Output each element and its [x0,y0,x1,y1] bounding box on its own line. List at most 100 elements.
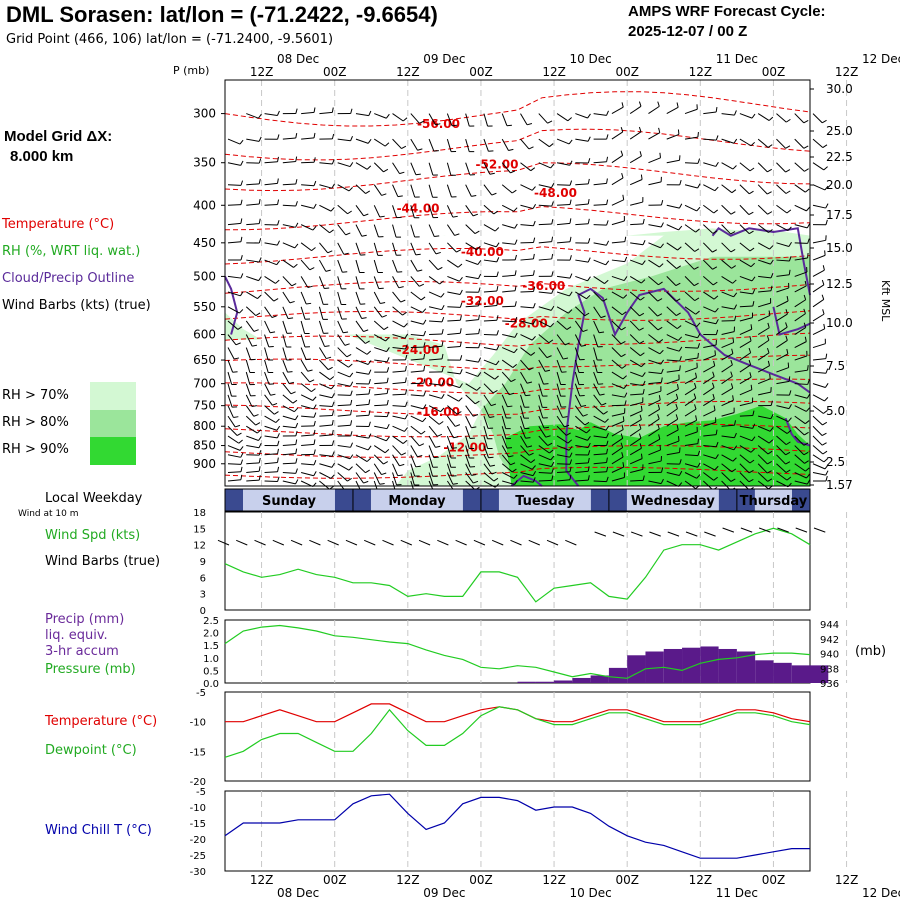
wind-barb-flag [386,399,389,406]
wind-barb [575,415,586,426]
wind-barb [776,326,788,335]
wind-barb [373,138,386,147]
wind-barb-flag [514,332,518,338]
wind-barb [520,258,534,261]
wind-barb-flag [348,466,353,471]
wind-barb [245,371,251,385]
wind-barb [556,383,562,397]
wind-barb [301,463,315,466]
wind-barb-flag [587,113,591,119]
wind-barb-flag [803,119,809,124]
wind-barb [776,340,788,348]
wind-barb-flag [658,281,663,286]
wind-barb [282,359,289,373]
wind-barb [428,394,442,399]
wind-barb-flag [295,133,298,139]
wind-barb-flag [404,344,408,350]
wind-barb [410,138,418,151]
wind-barb-flag [533,237,536,243]
wind-barb [629,428,642,437]
wind-barb-flag [749,459,755,464]
wind-barb [776,445,786,456]
wind-barb-flag [551,201,554,207]
surface-wind-barb [455,539,467,546]
wind-barb [703,365,715,373]
wind-barb [630,371,643,378]
wind-barb [465,445,470,459]
wind-barb [593,242,607,246]
wind-barb [373,320,385,330]
wind-barb-flag [350,108,353,114]
wind-barb [319,184,333,189]
wind-barb-flag [255,422,261,426]
wind-barb [685,454,699,457]
wind-barb-flag [344,343,350,346]
wind-barb-flag [307,369,313,372]
wind-barb-flag [733,445,738,451]
wind-barb [721,445,735,451]
wind-barb-flag [313,157,316,163]
wind-barb [392,113,404,122]
wind-barb-flag [309,267,315,271]
wind-barb [593,405,604,415]
wind-barb [648,449,661,456]
wind-barb [501,405,507,419]
wind-barb-flag [453,436,459,439]
wind-barb-flag [586,294,591,300]
wind-barb [282,347,288,361]
wind-barb [501,435,508,449]
wind-barb-flag [733,292,738,298]
wind-barb-flag [347,477,352,482]
wind-barb-flag [638,126,642,132]
forecast-cycle: AMPS WRF Forecast Cycle: 2025-12-07 / 00… [628,2,826,42]
wind-barb-flag [657,298,663,302]
wind-barb-flag [437,266,443,271]
wind-barb [721,463,733,473]
wind-barb [794,113,805,124]
wind-barb-flag [514,270,517,276]
wind-barb-flag [312,396,317,401]
wind-barb [392,205,398,218]
surface-wind-barb [418,539,431,546]
wind-barb [483,259,497,263]
wind-barb [538,162,551,169]
wind-barb-flag [715,429,718,435]
wind-barb [502,242,516,245]
wind-barb [758,290,772,293]
wind-barb [629,447,642,456]
wind-barb-flag [368,421,371,427]
wind-barb-flag [606,110,609,116]
wind-barb [757,454,768,465]
wind-barb-flag [474,230,480,235]
wind-barb [776,184,787,194]
wind-barb [574,394,582,407]
wind-barb-flag [712,249,718,253]
wind-barb [776,300,789,308]
legend-rh90: RH > 90% [2,442,69,457]
wind-barb-flag [439,280,444,285]
wind-barb [483,394,492,406]
wind-barb-flag [438,421,444,425]
wind-barb [703,445,717,448]
wind-barb-flag [493,210,499,215]
dewpoint-line [224,706,811,758]
precip-tick-label: 0.5 [203,666,219,677]
wind-barb-flag [385,436,390,442]
wind-barb [483,415,489,429]
wind-barb-flag [307,285,313,289]
wind-barb [428,472,434,486]
temp-contour-label: -44.00 [397,201,440,215]
wind-barb [648,334,660,343]
wind-barb-flag [350,409,352,415]
wind-barb-flag [657,101,660,107]
wind-barb-flag [456,249,462,253]
wind-barb-flag [326,356,332,360]
wind-barb-flag [532,203,537,209]
wind-barb-flag [385,113,390,119]
wind-barb-flag [277,476,280,482]
wind-barb [520,306,534,309]
wind-barb [301,443,315,447]
wind-barb-flag [275,418,280,423]
wind-barb-flag [277,220,280,226]
wind-barb-flag [568,309,573,314]
